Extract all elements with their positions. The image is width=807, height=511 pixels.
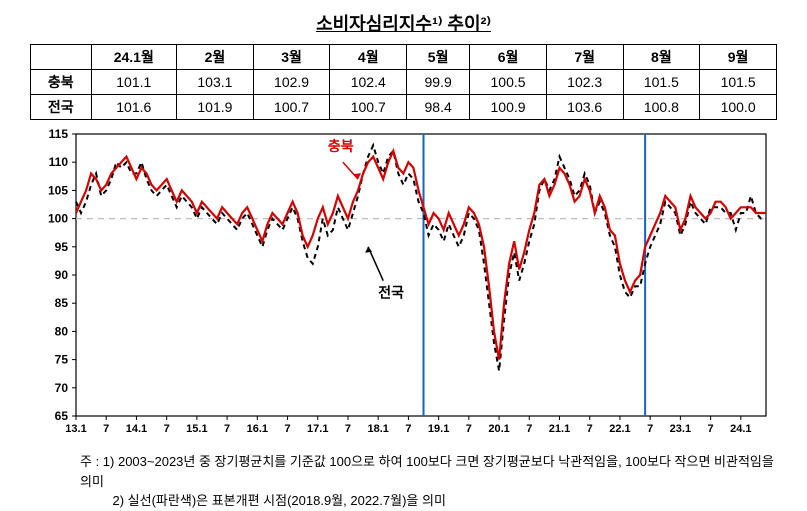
cell: 101.9 [177,95,254,120]
svg-text:7: 7 [103,423,109,435]
svg-text:65: 65 [55,409,69,423]
footnote-prefix: 주 : [80,454,103,469]
cell: 101.5 [623,70,700,95]
col-h: 9월 [700,45,777,70]
cell: 99.9 [407,70,470,95]
svg-text:115: 115 [49,127,69,141]
row-label: 충북 [31,70,92,95]
svg-text:70: 70 [55,381,69,395]
svg-text:24.1: 24.1 [730,423,751,435]
col-h: 24.1월 [91,45,177,70]
table-header-row: 24.1월 2월 3월 4월 5월 6월 7월 8월 9월 [31,45,777,70]
svg-text:15.1: 15.1 [186,423,207,435]
svg-text:7: 7 [164,423,170,435]
svg-text:22.1: 22.1 [609,423,630,435]
cell: 103.6 [546,95,623,120]
svg-text:7: 7 [587,423,593,435]
svg-text:7: 7 [345,423,351,435]
svg-text:16.1: 16.1 [247,423,268,435]
col-h: 8월 [623,45,700,70]
svg-text:7: 7 [708,423,714,435]
cell: 100.7 [253,95,330,120]
svg-text:20.1: 20.1 [488,423,509,435]
cell: 100.9 [470,95,547,120]
svg-text:7: 7 [647,423,653,435]
svg-text:75: 75 [55,353,69,367]
svg-text:95: 95 [55,240,69,254]
col-h: 2월 [177,45,254,70]
cell: 100.7 [330,95,407,120]
svg-text:7: 7 [284,423,290,435]
header-blank [31,45,92,70]
cell: 102.4 [330,70,407,95]
cell: 100.5 [470,70,547,95]
cell: 102.9 [253,70,330,95]
svg-text:7: 7 [466,423,472,435]
svg-text:23.1: 23.1 [670,423,691,435]
svg-text:13.1: 13.1 [65,423,86,435]
col-h: 3월 [253,45,330,70]
cell: 102.3 [546,70,623,95]
cell: 101.1 [91,70,177,95]
col-h: 5월 [407,45,470,70]
col-h: 7월 [546,45,623,70]
svg-text:18.1: 18.1 [367,423,388,435]
svg-text:100: 100 [48,212,68,226]
svg-text:14.1: 14.1 [126,423,147,435]
svg-text:80: 80 [55,324,69,338]
svg-text:17.1: 17.1 [307,423,328,435]
footnote-2: 2) 실선(파란색)은 표본개편 시점(2018.9월, 2022.7월)을 의… [113,493,446,508]
cell: 98.4 [407,95,470,120]
col-h: 4월 [330,45,407,70]
svg-text:7: 7 [405,423,411,435]
svg-text:110: 110 [49,155,69,169]
svg-text:85: 85 [55,296,69,310]
svg-text:90: 90 [55,268,69,282]
svg-text:충북: 충북 [328,138,354,154]
svg-text:105: 105 [48,183,68,197]
svg-text:19.1: 19.1 [428,423,449,435]
table-row: 전국 101.6 101.9 100.7 100.7 98.4 100.9 10… [31,95,777,120]
line-chart: 65 70 75 80 85 90 95 100 105 110 115 13.1 7 14.1 7 15.1… [31,126,776,446]
cell: 100.8 [623,95,700,120]
row-label: 전국 [31,95,92,120]
svg-text:전국: 전국 [378,285,404,301]
table-row: 충북 101.1 103.1 102.9 102.4 99.9 100.5 10… [31,70,777,95]
page-title: 소비자심리지수¹⁾ 추이²⁾ [30,10,777,36]
svg-text:7: 7 [224,423,230,435]
svg-text:21.1: 21.1 [549,423,570,435]
col-h: 6월 [470,45,547,70]
cell: 101.6 [91,95,177,120]
footnote-block: 주 : 1) 2003~2023년 중 장기평균치를 기준값 100으로 하여 … [80,452,777,511]
svg-text:7: 7 [526,423,532,435]
footnote-1: 1) 2003~2023년 중 장기평균치를 기준값 100으로 하여 100보… [80,454,774,489]
data-table: 24.1월 2월 3월 4월 5월 6월 7월 8월 9월 충북 101.1 1… [30,44,777,120]
cell: 100.0 [700,95,777,120]
cell: 101.5 [700,70,777,95]
cell: 103.1 [177,70,254,95]
